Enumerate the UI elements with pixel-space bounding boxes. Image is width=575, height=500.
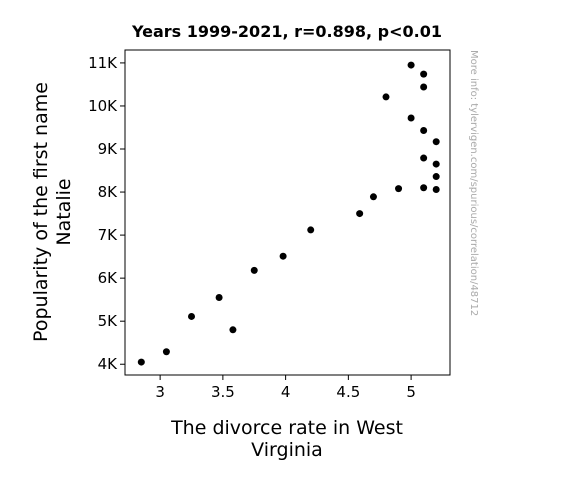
x-tick-label: 4: [281, 383, 291, 401]
y-axis-label-line-1: Popularity of the first name: [30, 82, 52, 342]
y-axis: 4K 5K 6K 7K 8K 9K 10K 11K: [88, 54, 125, 373]
y-tick-label: 5K: [98, 312, 119, 330]
data-point: [420, 154, 428, 162]
x-axis-label-line-2: Virginia: [251, 439, 323, 461]
data-point: [162, 348, 170, 356]
y-tick-label: 8K: [98, 183, 119, 201]
data-point: [432, 173, 440, 181]
data-point: [420, 126, 428, 134]
data-point: [382, 93, 390, 101]
y-tick-label: 4K: [98, 355, 119, 373]
data-point: [407, 114, 415, 122]
data-point: [229, 326, 237, 334]
data-point: [407, 61, 415, 69]
chart-title: Years 1999-2021, r=0.898, p<0.01: [131, 22, 442, 41]
data-point: [432, 185, 440, 193]
plot-frame: [124, 49, 451, 376]
data-points: [137, 61, 440, 366]
x-tick-label: 3: [155, 383, 165, 401]
y-tick-label: 6K: [98, 269, 119, 287]
data-point: [369, 193, 377, 201]
data-point: [432, 160, 440, 168]
data-point: [307, 226, 315, 234]
data-point: [188, 312, 196, 320]
data-point: [420, 70, 428, 78]
y-tick-label: 10K: [88, 97, 118, 115]
data-point: [432, 138, 440, 146]
data-point: [137, 358, 145, 366]
source-note: More info: tylervigen.com/spurious/corre…: [468, 50, 479, 316]
y-axis-label-line-2: Natalie: [53, 178, 75, 245]
data-point: [420, 184, 428, 192]
data-point: [215, 294, 223, 302]
y-tick-label: 7K: [98, 226, 119, 244]
data-point: [250, 266, 258, 274]
x-tick-label: 4.5: [336, 383, 360, 401]
x-axis-label-line-1: The divorce rate in West: [170, 417, 403, 439]
x-axis: 3 3.5 4 4.5 5: [155, 375, 416, 401]
data-point: [279, 252, 287, 260]
y-tick-label: 9K: [98, 140, 119, 158]
x-tick-label: 3.5: [211, 383, 235, 401]
data-point: [420, 83, 428, 91]
plot-area: 3 3.5 4 4.5 5 4K 5K 6K 7K 8K 9K 10K 11K: [88, 49, 451, 401]
data-point: [356, 210, 364, 218]
data-point: [395, 185, 403, 193]
x-tick-label: 5: [406, 383, 416, 401]
y-tick-label: 11K: [88, 54, 118, 72]
